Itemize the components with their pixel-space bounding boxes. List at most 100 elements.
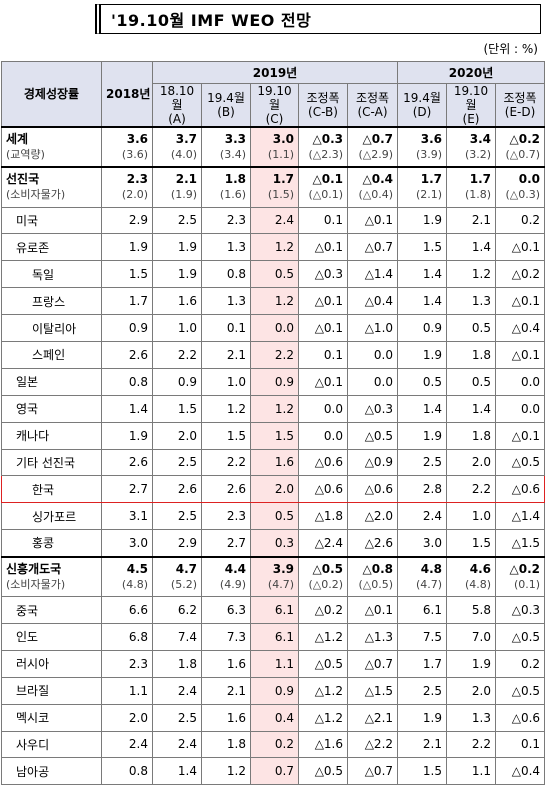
row-label: 신흥개도국 (소비자물가): [1, 555, 102, 598]
row-label: 영국: [1, 394, 102, 423]
value-cell: 1.7 (1.8): [446, 166, 497, 208]
value-main: 2.1: [175, 172, 197, 187]
table-row: 캐나다 1.9 2.0 1.5 1.5 0.0 △0.5 1.9 1.8 △0.1: [1, 421, 546, 450]
value-cell: 1.5: [446, 529, 497, 558]
value-cell: 0.3: [250, 529, 299, 558]
value-cell: 2.0: [101, 703, 153, 732]
header-2018: 2018년: [101, 61, 153, 128]
value-cell: △0.7 (△2.9): [346, 126, 399, 168]
value-cell: △2.1: [346, 703, 399, 732]
value-sub: (△0.2): [308, 577, 343, 591]
value-cell: △0.3 (△2.3): [298, 126, 348, 168]
value-sub: (△0.4): [358, 188, 394, 202]
column-header: 19.4월 (D): [397, 83, 448, 128]
value-cell: 3.0: [101, 529, 153, 558]
value-cell: 5.8: [446, 596, 497, 624]
value-cell: △0.5: [495, 676, 546, 705]
value-main: 0.0: [518, 172, 541, 187]
value-cell: 2.6: [101, 340, 153, 369]
value-cell: 2.0: [446, 676, 497, 705]
value-cell: △1.4: [495, 502, 546, 531]
value-cell: 1.3: [201, 287, 251, 316]
value-main: △0.7: [362, 132, 394, 146]
table-row: 스페인 2.6 2.2 2.1 2.2 0.1 0.0 1.9 1.8 △0.1: [1, 340, 546, 369]
row-label: 일본: [1, 367, 102, 396]
value-cell: △0.1: [346, 596, 399, 624]
value-cell: 1.0: [152, 314, 202, 342]
value-cell: 1.1: [250, 649, 299, 678]
value-cell: △0.1: [298, 314, 348, 342]
column-header: 조정폭 (C-A): [346, 83, 399, 128]
value-cell: 1.5: [201, 421, 251, 450]
value-cell: 0.1: [201, 314, 251, 342]
value-cell: 7.5: [397, 622, 448, 651]
value-main: 3.7: [175, 132, 197, 146]
value-cell: △0.4: [495, 314, 546, 342]
value-cell: 3.3 (3.4): [201, 126, 251, 168]
value-cell: 1.2: [201, 394, 251, 423]
value-cell: △0.1: [346, 206, 399, 235]
table-row: 인도 6.8 7.4 7.3 6.1 △1.2 △1.3 7.5 7.0 △0.5: [1, 622, 546, 651]
table-row: 세계 (교역량) 3.6 (3.6) 3.7 (4.0) 3.3 (3.4) 3.0 (1.1) △…: [1, 126, 546, 168]
value-cell: △1.5: [495, 529, 546, 558]
table-row: 독일 1.5 1.9 0.8 0.5 △0.3 △1.4 1.4 1.2 △0.2: [1, 260, 546, 289]
table-row: 러시아 2.3 1.8 1.6 1.1 △0.5 △0.7 1.7 1.9 0.2: [1, 649, 546, 678]
row-label-sub: (교역량): [6, 148, 45, 161]
row-label: 한국: [1, 475, 102, 504]
value-cell: 1.2: [250, 394, 299, 423]
value-cell: △0.3: [495, 596, 546, 624]
value-sub: (0.1): [513, 577, 541, 591]
value-cell: 0.0: [298, 394, 348, 423]
value-sub: (3.9): [415, 148, 443, 161]
title-text: '19.10월 IMF WEO 전망: [111, 11, 312, 30]
value-cell: 1.4: [446, 233, 497, 262]
value-cell: 1.8: [201, 730, 251, 759]
value-main: △0.2: [509, 132, 541, 146]
value-sub: (△0.7): [505, 148, 541, 161]
value-cell: 0.4: [250, 703, 299, 732]
value-cell: △0.1: [298, 367, 348, 396]
value-cell: 2.1: [201, 676, 251, 705]
value-cell: 2.8: [397, 475, 448, 504]
table-row: 신흥개도국 (소비자물가) 4.5 (4.8) 4.7 (5.2) 4.4 (4.9) 3.9(…: [1, 555, 546, 598]
table-row: 싱가포르 3.1 2.5 2.3 0.5 △1.8 △2.0 2.4 1.0 △1.4: [1, 502, 546, 531]
value-cell: 1.4: [397, 394, 448, 423]
row-label: 유로존: [1, 233, 102, 262]
value-cell: 1.4: [397, 260, 448, 289]
value-cell: 2.4: [250, 206, 299, 235]
value-cell: 2.1: [397, 730, 448, 759]
value-cell: △0.1: [495, 287, 546, 316]
value-sub: (5.2): [170, 577, 197, 591]
value-cell: 2.3 (2.0): [101, 166, 153, 208]
value-cell: 6.1: [397, 596, 448, 624]
value-main: 3.9: [272, 561, 294, 576]
table-row: 남아공 0.8 1.4 1.2 0.7 △0.5 △0.7 1.5 1.1 △0.4: [1, 757, 546, 786]
value-main: △0.8: [362, 561, 394, 576]
value-cell: 7.0: [446, 622, 497, 651]
value-cell: △0.4: [346, 287, 399, 316]
table-row: 프랑스 1.7 1.6 1.3 1.2 △0.1 △0.4 1.4 1.3 △0.1: [1, 287, 546, 316]
column-header: 조정폭 (E-D): [495, 83, 546, 128]
value-sub: (3.6): [121, 148, 148, 161]
value-cell: 0.5: [446, 367, 497, 396]
row-label: 독일: [1, 260, 102, 289]
value-main: 4.7: [175, 561, 197, 576]
value-cell: 3.6 (3.6): [101, 126, 153, 168]
value-cell: △1.6: [298, 730, 348, 759]
value-main: △0.3: [312, 132, 344, 146]
value-cell: 1.8: [446, 421, 497, 450]
column-header: 18.10월 (A): [152, 83, 202, 128]
value-cell: 1.9: [152, 260, 202, 289]
row-label: 홍콩: [1, 529, 102, 558]
row-label: 남아공: [1, 757, 102, 786]
value-cell: 1.7 (1.5): [250, 166, 299, 208]
value-cell: 2.4: [152, 730, 202, 759]
value-cell: △0.6: [346, 475, 399, 504]
table-row: 한국 2.7 2.6 2.6 2.0 △0.6 △0.6 2.8 2.2 △0.6: [1, 475, 546, 504]
value-cell: 1.7 (2.1): [397, 166, 448, 208]
value-cell: △0.5: [298, 757, 348, 786]
column-header: 19.4월 (B): [201, 83, 251, 128]
value-cell: △1.2: [298, 703, 348, 732]
value-cell: 1.9: [397, 703, 448, 732]
value-main: 4.4: [224, 561, 246, 576]
